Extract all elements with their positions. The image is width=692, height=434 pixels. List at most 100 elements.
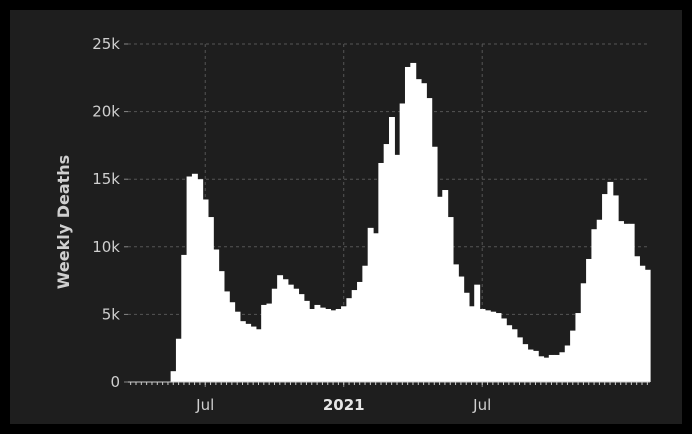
bar — [474, 284, 481, 382]
bar — [181, 254, 188, 382]
bar — [447, 217, 454, 382]
y-tick-label: 25k — [92, 35, 120, 53]
bar — [223, 291, 230, 382]
bar — [362, 265, 369, 382]
bar — [415, 79, 422, 383]
bar — [612, 195, 619, 382]
bar — [351, 290, 358, 382]
bar — [580, 283, 587, 382]
bar — [442, 190, 449, 382]
bar — [559, 352, 566, 382]
bar — [431, 146, 438, 382]
chart-panel: 0 5k 10k 15k 20k 25k Jul 2021 Jul Weekly Deaths — [10, 10, 682, 424]
bar — [234, 311, 241, 382]
bar — [479, 308, 486, 382]
bar — [373, 233, 379, 382]
y-tick-label: 0 — [110, 373, 120, 391]
bar — [452, 264, 459, 382]
bar — [335, 308, 342, 382]
bar — [607, 181, 614, 382]
bar — [282, 279, 289, 382]
bar — [554, 354, 561, 382]
bar — [287, 284, 294, 382]
bar — [516, 337, 523, 382]
x-tick-label: Jul — [195, 396, 214, 414]
bar — [266, 303, 273, 382]
x-tick-label: Jul — [472, 396, 491, 414]
bar — [596, 219, 603, 382]
bar — [564, 345, 571, 382]
bar — [575, 313, 582, 382]
bar — [634, 256, 640, 382]
bar — [298, 294, 305, 382]
bar — [506, 325, 513, 382]
bar — [484, 310, 491, 382]
bar — [213, 249, 220, 382]
bar — [644, 269, 651, 382]
bar — [500, 318, 507, 382]
y-axis-title: Weekly Deaths — [54, 155, 73, 289]
bar — [404, 66, 411, 383]
bar — [522, 344, 529, 382]
bar — [378, 162, 385, 382]
bar — [591, 229, 598, 382]
bar — [389, 117, 395, 382]
bar — [495, 313, 502, 382]
bar — [399, 103, 406, 383]
bar — [191, 173, 198, 382]
y-tick-label: 5k — [102, 305, 121, 323]
bar — [426, 98, 433, 382]
bar — [250, 326, 257, 382]
bar — [255, 329, 262, 382]
bar — [436, 196, 443, 382]
bar — [548, 354, 555, 382]
bar — [271, 288, 278, 382]
bar — [602, 194, 608, 382]
bar — [538, 356, 545, 382]
bar — [207, 217, 214, 382]
y-tick-label: 15k — [92, 170, 120, 188]
bar — [463, 292, 470, 382]
bar — [277, 275, 284, 382]
bar — [309, 308, 316, 382]
bar — [511, 329, 518, 382]
bar — [586, 258, 593, 382]
bar — [394, 154, 401, 382]
bar — [357, 281, 363, 382]
bar — [532, 350, 539, 382]
bar — [229, 302, 236, 382]
bar — [383, 144, 390, 382]
bar — [420, 83, 427, 383]
bar — [346, 298, 353, 382]
bar — [330, 310, 337, 382]
bar — [468, 306, 475, 382]
axis-layer: 0 5k 10k 15k 20k 25k Jul 2021 Jul — [92, 35, 650, 414]
y-tick-label: 10k — [92, 238, 120, 256]
bar — [202, 199, 209, 382]
bar — [175, 338, 182, 382]
bar — [186, 176, 193, 382]
bar — [543, 357, 550, 382]
bar — [623, 223, 630, 382]
y-tick-label: 20k — [92, 103, 120, 121]
bar — [170, 371, 177, 382]
bars-layer — [170, 62, 651, 383]
bar — [490, 311, 497, 382]
bar — [319, 307, 326, 382]
bar — [325, 308, 332, 382]
bar — [570, 330, 577, 382]
bar — [527, 349, 534, 382]
bar — [367, 227, 374, 382]
bar — [639, 265, 646, 382]
bar — [303, 300, 310, 382]
bar — [341, 306, 347, 382]
bar — [218, 271, 225, 382]
bar — [239, 321, 246, 382]
weekly-deaths-chart: 0 5k 10k 15k 20k 25k Jul 2021 Jul Weekly Deaths — [54, 35, 651, 414]
bar — [197, 179, 204, 382]
bar — [245, 323, 252, 382]
bar — [314, 304, 321, 382]
bar — [618, 221, 624, 382]
bar — [458, 276, 465, 382]
x-tick-label: 2021 — [323, 396, 365, 414]
